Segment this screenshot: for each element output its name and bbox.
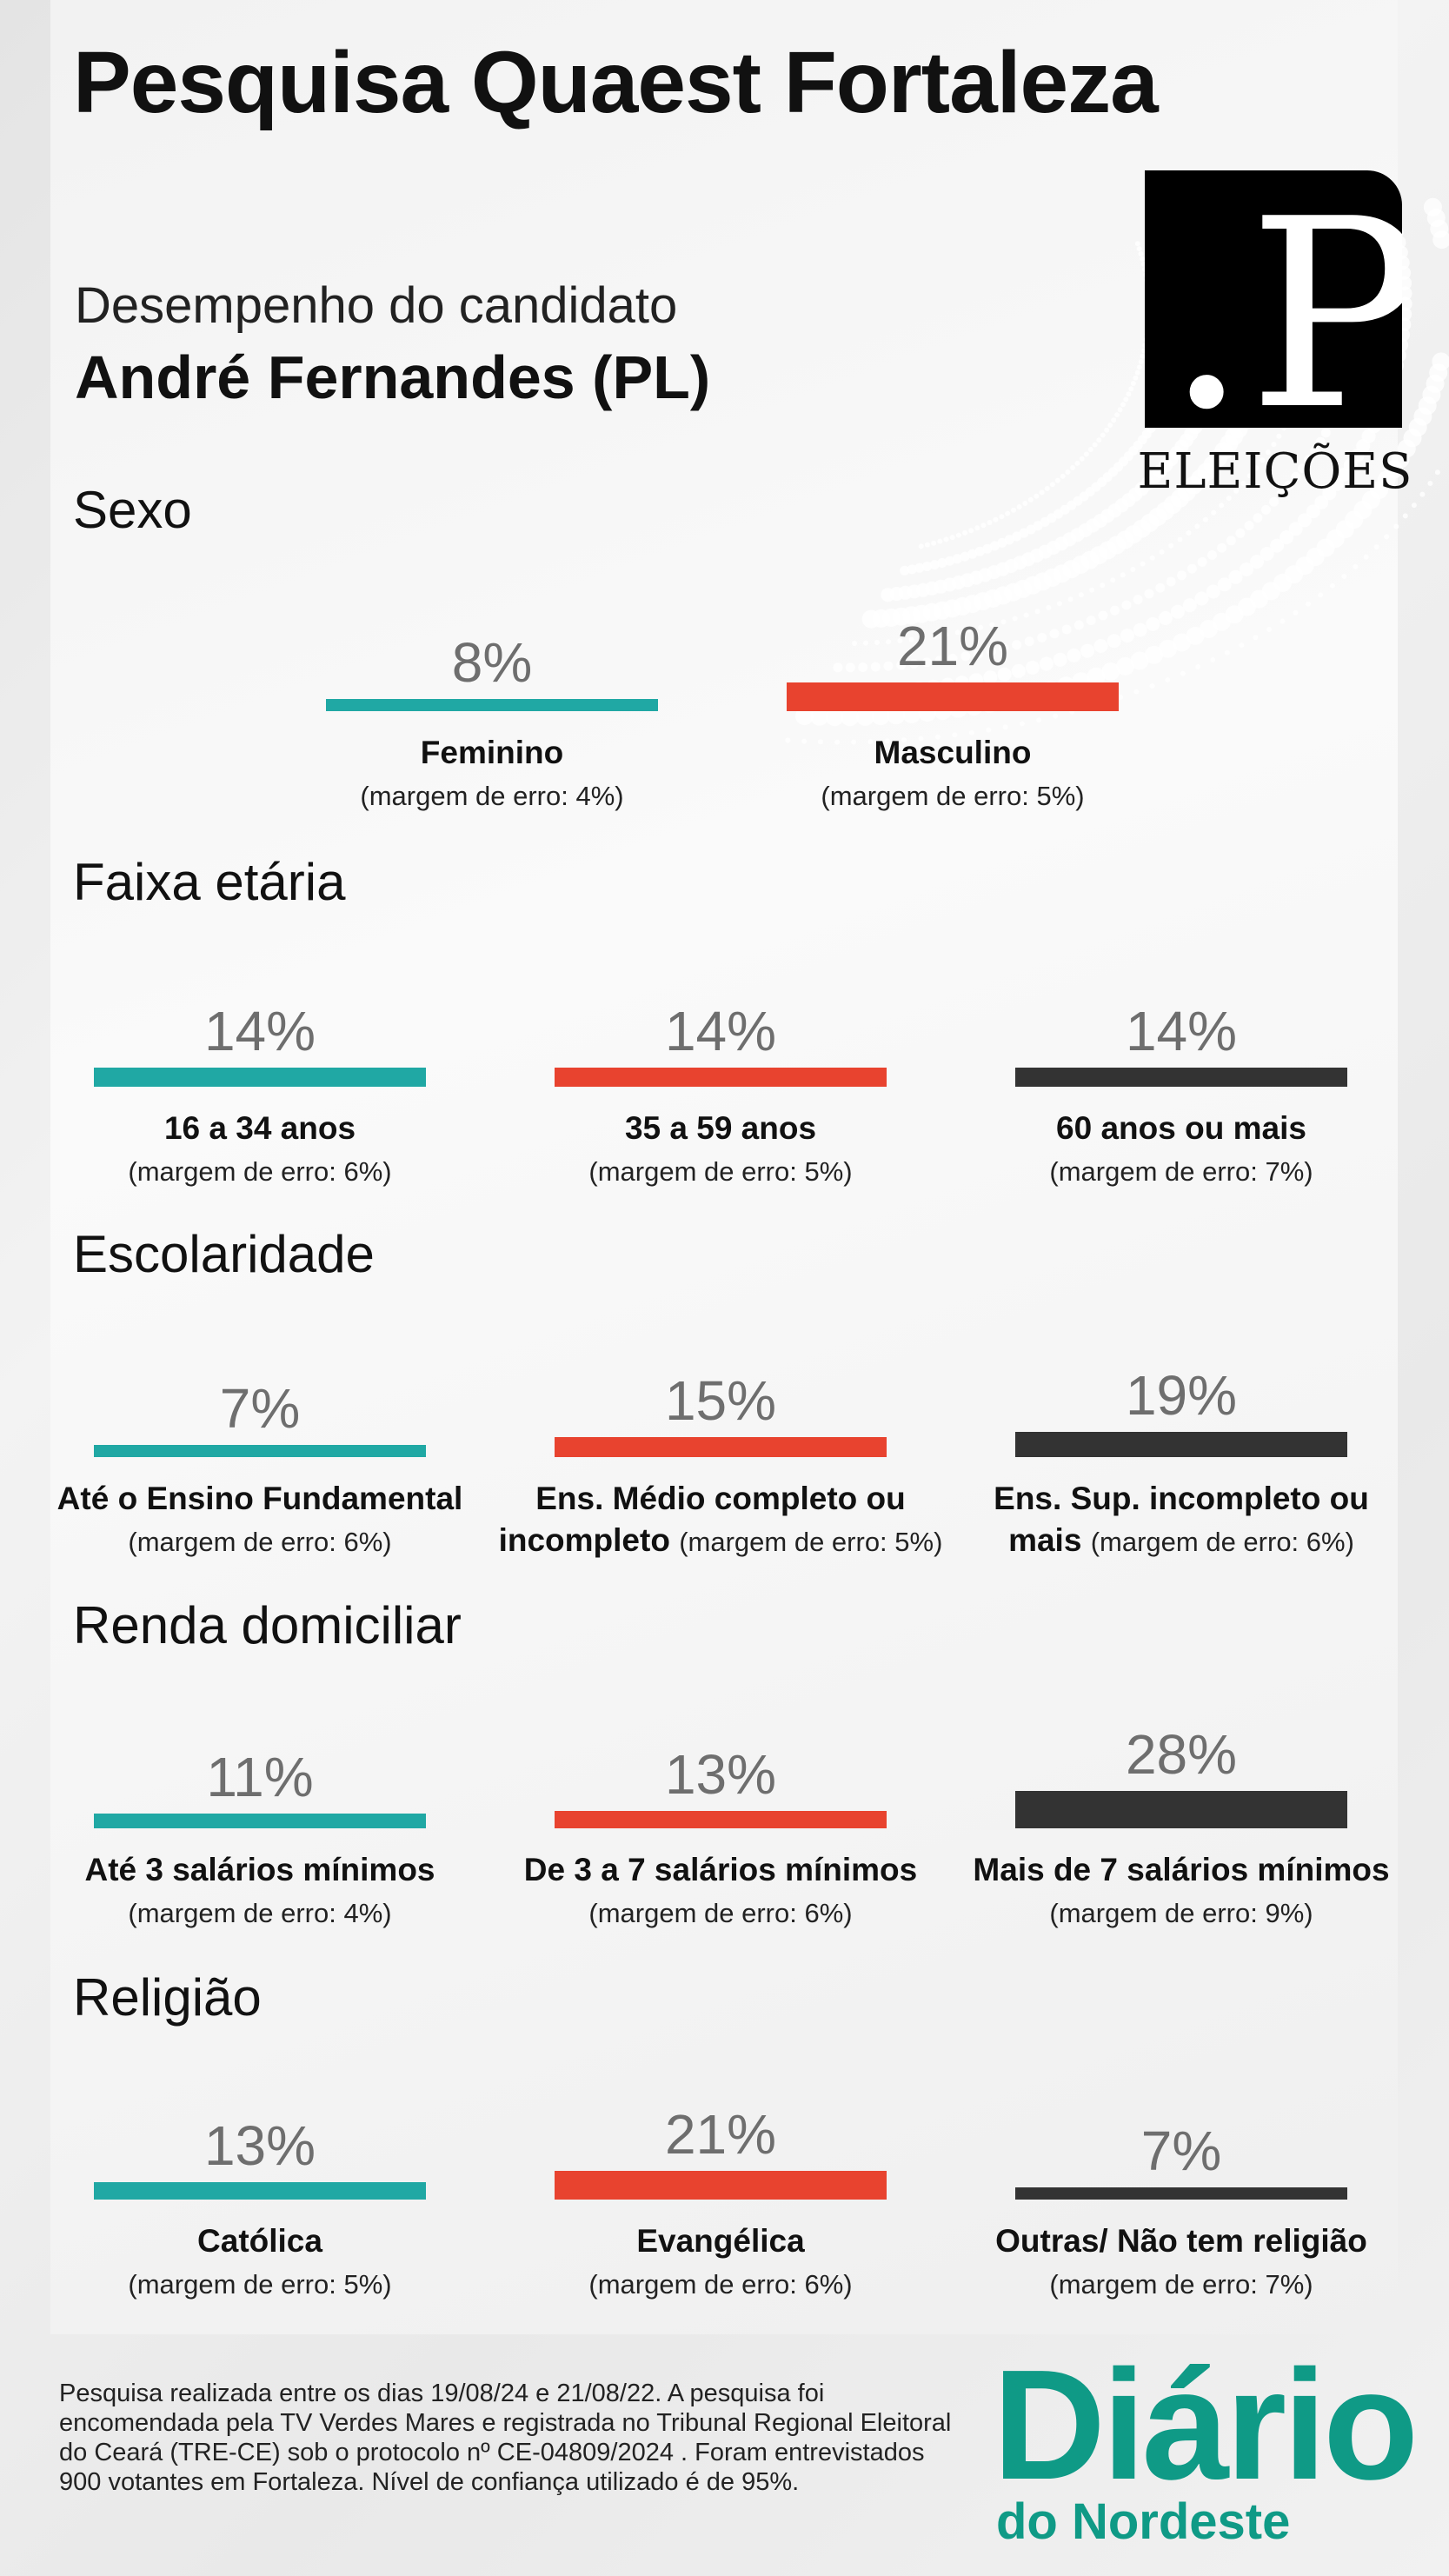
value-label: 21% xyxy=(664,2103,777,2166)
section-title: Faixa etária xyxy=(73,853,346,911)
category-name: De 3 a 7 salários mínimos xyxy=(523,1852,918,1887)
bar xyxy=(1015,1068,1347,1087)
category-name: Até 3 salários mínimos xyxy=(84,1852,435,1887)
category-name: Ens. Médio completo ou incompleto xyxy=(498,1481,906,1558)
category-name: Católica xyxy=(197,2223,322,2259)
bar xyxy=(1015,2187,1347,2200)
category-name: Até o Ensino Fundamental xyxy=(56,1481,463,1516)
bar xyxy=(94,1068,426,1087)
category-label: 35 a 59 anos (margem de erro: 5%) xyxy=(495,1108,947,1193)
category-label: Evangélica (margem de erro: 6%) xyxy=(495,2220,947,2306)
p-logo-mark: .P xyxy=(1165,170,1402,428)
category-label: Até 3 salários mínimos (margem de erro: 4… xyxy=(34,1849,486,1934)
margin-of-error: (margem de erro: 5%) xyxy=(588,1156,853,1187)
category-label: Até o Ensino Fundamental (margem de erro:… xyxy=(34,1478,486,1563)
category-name: Evangélica xyxy=(636,2223,805,2259)
category-label: Católica (margem de erro: 5%) xyxy=(34,2220,486,2306)
margin-of-error: (margem de erro: 5%) xyxy=(679,1527,943,1557)
category-label: Masculino (margem de erro: 5%) xyxy=(727,732,1179,817)
margin-of-error: (margem de erro: 7%) xyxy=(1049,2269,1313,2300)
margin-of-error: (margem de erro: 6%) xyxy=(588,1898,853,1928)
value-label: 13% xyxy=(203,2114,316,2177)
page-title: Pesquisa Quaest Fortaleza xyxy=(73,34,1159,131)
margin-of-error: (margem de erro: 4%) xyxy=(360,781,624,811)
category-name: 60 anos ou mais xyxy=(1056,1110,1306,1146)
margin-of-error: (margem de erro: 9%) xyxy=(1049,1898,1313,1928)
category-label: 16 a 34 anos (margem de erro: 6%) xyxy=(34,1108,486,1193)
brand-sub: do Nordeste xyxy=(996,2493,1291,2550)
margin-of-error: (margem de erro: 6%) xyxy=(128,1527,392,1557)
category-name: 35 a 59 anos xyxy=(624,1110,817,1146)
bar xyxy=(555,1437,887,1457)
category-name: Mais de 7 salários mínimos xyxy=(973,1852,1390,1887)
value-label: 14% xyxy=(664,1000,777,1062)
section-title: Renda domiciliar xyxy=(73,1596,462,1654)
category-label: 60 anos ou mais (margem de erro: 7%) xyxy=(955,1108,1407,1193)
page-subtitle: Desempenho do candidato xyxy=(75,277,678,334)
bar xyxy=(1015,1432,1347,1457)
category-name: Ens. Sup. incompleto ou mais xyxy=(994,1481,1369,1558)
bar xyxy=(94,2182,426,2200)
margin-of-error: (margem de erro: 6%) xyxy=(1090,1527,1354,1557)
value-label: 7% xyxy=(1140,2120,1222,2182)
margin-of-error: (margem de erro: 6%) xyxy=(588,2269,853,2300)
category-label: Ens. Sup. incompleto ou mais (margem de … xyxy=(955,1478,1407,1563)
bar xyxy=(326,699,658,711)
value-label: 21% xyxy=(896,615,1009,677)
logo-caption: ELEIÇÕES xyxy=(1137,443,1413,500)
value-label: 13% xyxy=(664,1743,777,1806)
value-label: 14% xyxy=(1125,1000,1238,1062)
value-label: 14% xyxy=(203,1000,316,1062)
bar xyxy=(1015,1791,1347,1828)
bar xyxy=(94,1445,426,1457)
value-label: 15% xyxy=(664,1369,777,1432)
footer-note: Pesquisa realizada entre os dias 19/08/2… xyxy=(59,2380,952,2496)
category-name: Feminino xyxy=(420,735,564,770)
category-label: Ens. Médio completo ou incompleto (marge… xyxy=(495,1478,947,1563)
section-title: Sexo xyxy=(73,481,192,539)
margin-of-error: (margem de erro: 7%) xyxy=(1049,1156,1313,1187)
category-label: Feminino (margem de erro: 4%) xyxy=(266,732,718,817)
value-label: 28% xyxy=(1125,1723,1238,1786)
candidate-name: André Fernandes (PL) xyxy=(75,343,711,411)
margin-of-error: (margem de erro: 5%) xyxy=(128,2269,392,2300)
bar xyxy=(555,1811,887,1828)
section-title: Escolaridade xyxy=(73,1225,375,1283)
category-name: 16 a 34 anos xyxy=(163,1110,356,1146)
margin-of-error: (margem de erro: 6%) xyxy=(128,1156,392,1187)
category-label: Outras/ Não tem religião (margem de erro:… xyxy=(955,2220,1407,2306)
category-label: Mais de 7 salários mínimos (margem de err… xyxy=(955,1849,1407,1934)
value-label: 7% xyxy=(219,1377,301,1440)
value-label: 8% xyxy=(451,631,533,694)
section-title: Religião xyxy=(73,1968,262,2027)
bar xyxy=(555,2171,887,2200)
category-label: De 3 a 7 salários mínimos (margem de erro… xyxy=(495,1849,947,1934)
brand-main: Diário xyxy=(993,2338,1419,2513)
margin-of-error: (margem de erro: 4%) xyxy=(128,1898,392,1928)
brand-logo: Diário do Nordeste xyxy=(993,2338,1419,2550)
margin-of-error: (margem de erro: 5%) xyxy=(821,781,1085,811)
category-name: Masculino xyxy=(874,735,1032,770)
category-name: Outras/ Não tem religião xyxy=(995,2223,1367,2259)
bar xyxy=(94,1814,426,1828)
bar xyxy=(555,1068,887,1087)
p-logo: .P xyxy=(1145,170,1402,428)
bar xyxy=(787,682,1119,711)
value-label: 11% xyxy=(206,1746,314,1808)
value-label: 19% xyxy=(1125,1364,1238,1427)
